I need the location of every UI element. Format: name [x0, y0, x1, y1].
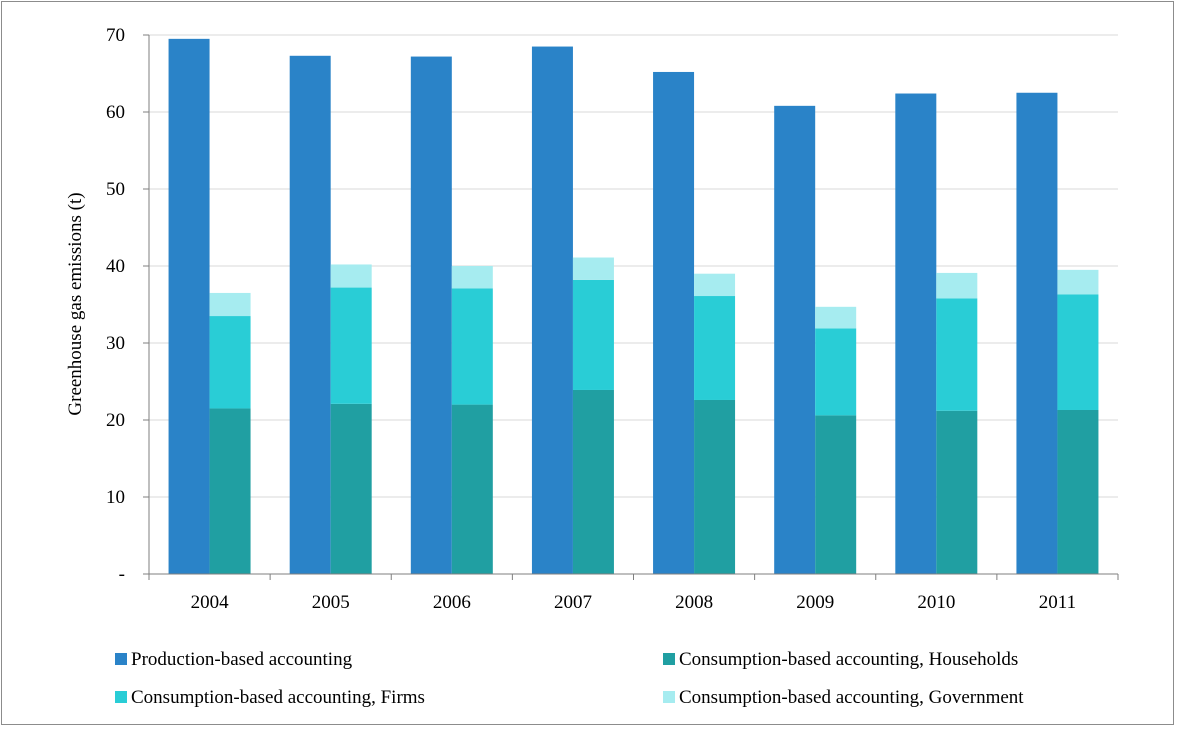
- y-tick-label: 50: [106, 179, 125, 200]
- bar: [572, 389, 614, 574]
- legend-label: Production-based accounting: [131, 649, 353, 670]
- bar: [815, 306, 857, 329]
- x-tick-label: 2011: [1039, 592, 1076, 613]
- x-tick-label: 2005: [312, 592, 350, 613]
- bar: [209, 292, 251, 317]
- x-tick-labels: 2004 2005 2006 2007 2008 2009 2010 2011: [191, 592, 1077, 613]
- legend-item: Production-based accounting: [115, 649, 353, 670]
- x-tick-label: 2007: [554, 592, 592, 613]
- bar: [209, 316, 251, 409]
- bar: [1016, 92, 1058, 574]
- y-axis-label: Greenhouse gas emissions (t): [65, 192, 86, 415]
- legend: Production-based accounting Consumption-b…: [115, 649, 1024, 708]
- bar: [410, 56, 452, 575]
- bar: [936, 272, 978, 299]
- bar: [289, 55, 331, 575]
- x-tick-label: 2008: [675, 592, 713, 613]
- legend-label: Consumption-based accounting, Firms: [131, 687, 425, 708]
- bar: [936, 410, 978, 574]
- x-tick-label: 2009: [796, 592, 834, 613]
- legend-swatch: [663, 691, 675, 703]
- x-tick-label: 2006: [433, 592, 471, 613]
- bar: [815, 415, 857, 574]
- y-tick-label: 70: [106, 25, 125, 46]
- bar: [209, 408, 251, 574]
- bar: [1057, 409, 1099, 574]
- y-tick-label: 20: [106, 410, 125, 431]
- bar: [572, 279, 614, 390]
- legend-swatch: [115, 653, 127, 665]
- bar: [694, 273, 736, 297]
- bar: [1057, 294, 1099, 410]
- bar: [815, 328, 857, 416]
- bar: [694, 399, 736, 574]
- legend-item: Consumption-based accounting, Households: [663, 649, 1018, 670]
- bar: [330, 287, 372, 404]
- legend-label: Consumption-based accounting, Households: [679, 649, 1018, 670]
- bar: [168, 38, 210, 575]
- y-tick-label: -: [119, 564, 125, 585]
- bar: [572, 257, 614, 280]
- x-tick-label: 2010: [917, 592, 955, 613]
- y-tick-label: 40: [106, 256, 125, 277]
- x-tick-label: 2004: [191, 592, 230, 613]
- bar: [653, 71, 695, 575]
- bar: [451, 404, 493, 574]
- y-tick-label: 30: [106, 333, 125, 354]
- y-tick-label: 60: [106, 102, 125, 123]
- bars: [168, 38, 1099, 575]
- legend-label: Consumption-based accounting, Government: [679, 687, 1024, 708]
- legend-item: Consumption-based accounting, Firms: [115, 687, 425, 708]
- legend-swatch: [663, 653, 675, 665]
- bar: [895, 93, 937, 575]
- bar: [451, 266, 493, 289]
- y-tick-labels: - 10 20 30 40 50 60 70: [106, 25, 125, 585]
- axes: [143, 34, 1119, 580]
- legend-item: Consumption-based accounting, Government: [663, 687, 1024, 708]
- bar: [936, 298, 978, 411]
- bar: [774, 105, 816, 574]
- bar: [531, 46, 573, 575]
- bar: [330, 264, 372, 288]
- bar: [330, 403, 372, 574]
- legend-swatch: [115, 691, 127, 703]
- bar: [451, 288, 493, 405]
- bar: [1057, 269, 1099, 295]
- y-tick-label: 10: [106, 487, 125, 508]
- bar: [694, 296, 736, 400]
